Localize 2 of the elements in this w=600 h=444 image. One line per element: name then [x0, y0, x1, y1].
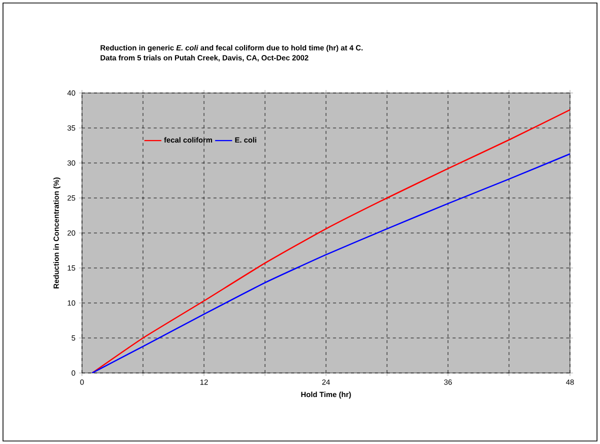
line-series	[92, 109, 570, 373]
line-series	[92, 153, 570, 373]
